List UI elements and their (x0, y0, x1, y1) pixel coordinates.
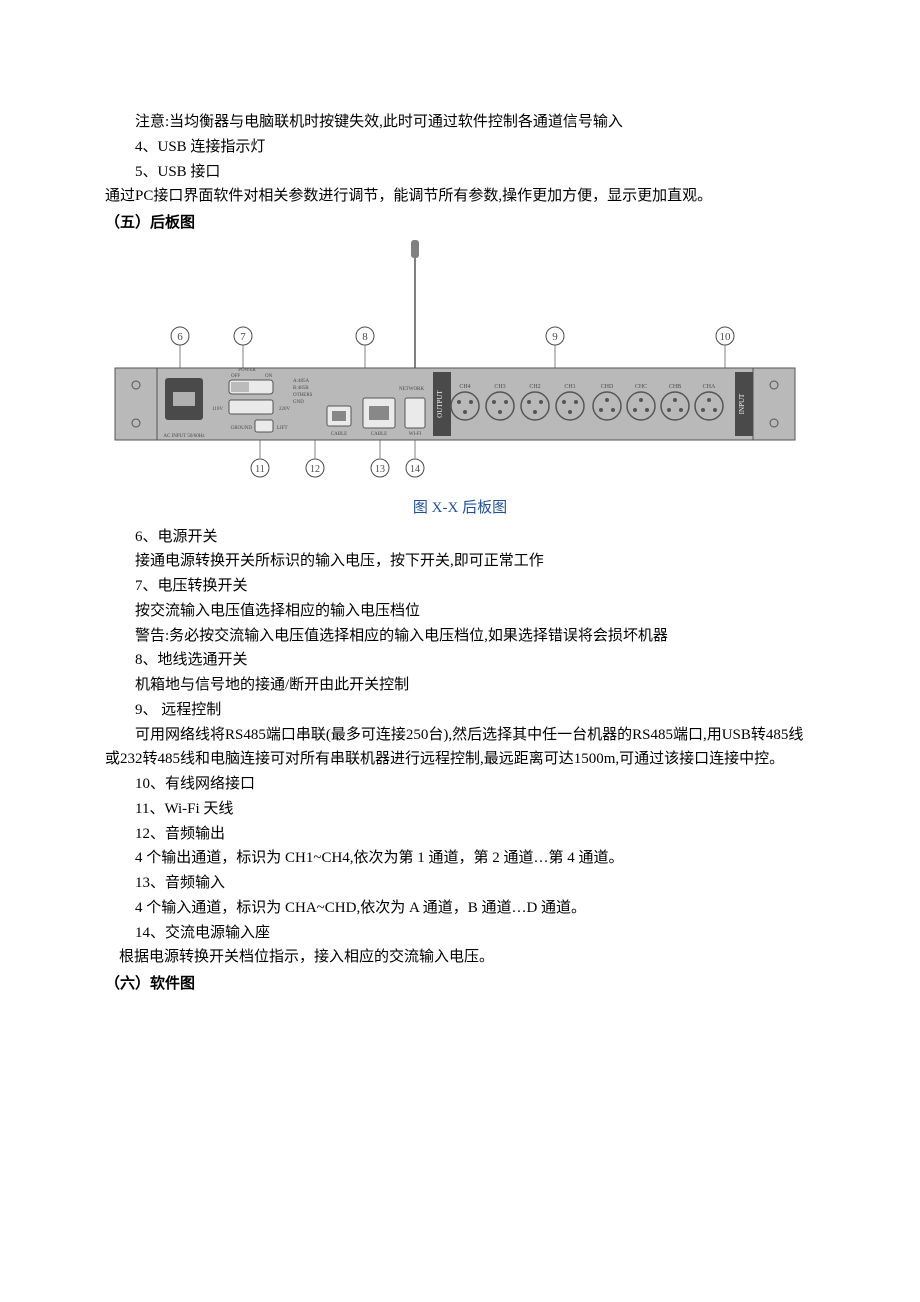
output-label: OUTPUT (436, 389, 444, 417)
item-6-desc: 接通电源转换开关所标识的输入电压，按下开关,即可正常工作 (105, 549, 815, 574)
item-9-title: 9、 远程控制 (105, 698, 815, 723)
volt220-label: 220V (279, 407, 291, 412)
section-6-title: （六）软件图 (105, 972, 815, 997)
rack-ear-left (115, 368, 157, 440)
input-label: INPUT (738, 393, 746, 414)
svg-text:CH4: CH4 (459, 384, 470, 390)
power-on-label: ON (265, 374, 273, 379)
item-12-title: 12、音频输出 (105, 822, 815, 847)
item-10-title: 10、有线网络接口 (105, 772, 815, 797)
svg-text:CH2: CH2 (529, 384, 540, 390)
svg-text:CHC: CHC (635, 384, 647, 390)
svg-text:8: 8 (362, 331, 368, 343)
svg-text:6: 6 (177, 331, 183, 343)
item-13-title: 13、音频输入 (105, 871, 815, 896)
item-11-title: 11、Wi-Fi 天线 (105, 797, 815, 822)
item-4: 4、USB 连接指示灯 (105, 135, 815, 160)
item-7-desc: 按交流输入电压值选择相应的输入电压档位 (105, 599, 815, 624)
item-8-desc: 机箱地与信号地的接通/断开由此开关控制 (105, 673, 815, 698)
svg-text:13: 13 (375, 464, 385, 475)
svg-text:11: 11 (255, 464, 265, 475)
svg-text:CHD: CHD (601, 384, 614, 390)
volt110-label: 110V (212, 407, 223, 412)
voltage-switch (229, 400, 273, 414)
network-label: NETWORK (399, 387, 424, 392)
cable-label-2: CABLE (371, 432, 387, 437)
figure-caption: 图 X-X 后板图 (105, 496, 815, 521)
svg-text:CH1: CH1 (564, 384, 575, 390)
item-14-title: 14、交流电源输入座 (105, 921, 815, 946)
rear-panel-figure: 678910 11121314 AC INPUT 50/60Hz OFF ON … (105, 240, 805, 490)
antenna-tip (411, 240, 419, 258)
item-12-desc: 4 个输出通道，标识为 CH1~CH4,依次为第 1 通道，第 2 通道…第 4… (105, 846, 815, 871)
svg-text:7: 7 (240, 331, 246, 343)
section-5-title: （五）后板图 (105, 211, 815, 236)
item-7-warn: 警告:务必按交流输入电压值选择相应的输入电压档位,如果选择错误将会损坏机器 (105, 624, 815, 649)
rack-ear-right (753, 368, 795, 440)
rs485a-label: A:485A (293, 379, 310, 384)
rs485b-label: B:485B (293, 386, 309, 391)
item-9-desc: 可用网络线将RS485端口串联(最多可连接250台),然后选择其中任一台机器的R… (105, 723, 815, 773)
svg-text:CH3: CH3 (494, 384, 505, 390)
item-5: 5、USB 接口 (105, 160, 815, 185)
wifi-label: WI-FI (409, 432, 422, 437)
svg-text:14: 14 (410, 464, 420, 475)
svg-text:9: 9 (552, 331, 558, 343)
power-label: POWER (238, 368, 256, 373)
svg-text:10: 10 (720, 331, 732, 343)
svg-text:12: 12 (310, 464, 320, 475)
gnd-label: GND (293, 400, 304, 405)
item-13-desc: 4 个输入通道，标识为 CHA~CHD,依次为 A 通道，B 通道…D 通道。 (105, 896, 815, 921)
svg-text:CHA: CHA (703, 384, 716, 390)
lift-label: LIFT (277, 426, 288, 431)
item-14-desc: 根据电源转换开关档位指示，接入相应的交流输入电压。 (105, 945, 815, 970)
pc-line: 通过PC接口界面软件对相关参数进行调节，能调节所有参数,操作更加方便，显示更加直… (105, 184, 815, 209)
note-line: 注意:当均衡器与电脑联机时按键失效,此时可通过软件控制各通道信号输入 (105, 110, 815, 135)
rear-panel-svg: 678910 11121314 AC INPUT 50/60Hz OFF ON … (105, 240, 805, 490)
svg-text:CHB: CHB (669, 384, 681, 390)
ground-switch (255, 420, 273, 432)
ground-label: GROUND (231, 426, 253, 431)
wifi-jack (405, 398, 425, 428)
item-8-title: 8、地线选通开关 (105, 648, 815, 673)
cable-label-1: CABLE (331, 432, 347, 437)
item-7-title: 7、电压转换开关 (105, 574, 815, 599)
others-label: OTHERS (293, 393, 313, 398)
item-6-title: 6、电源开关 (105, 525, 815, 550)
power-off-label: OFF (231, 374, 240, 379)
ac-input-label: AC INPUT 50/60Hz (163, 434, 205, 439)
